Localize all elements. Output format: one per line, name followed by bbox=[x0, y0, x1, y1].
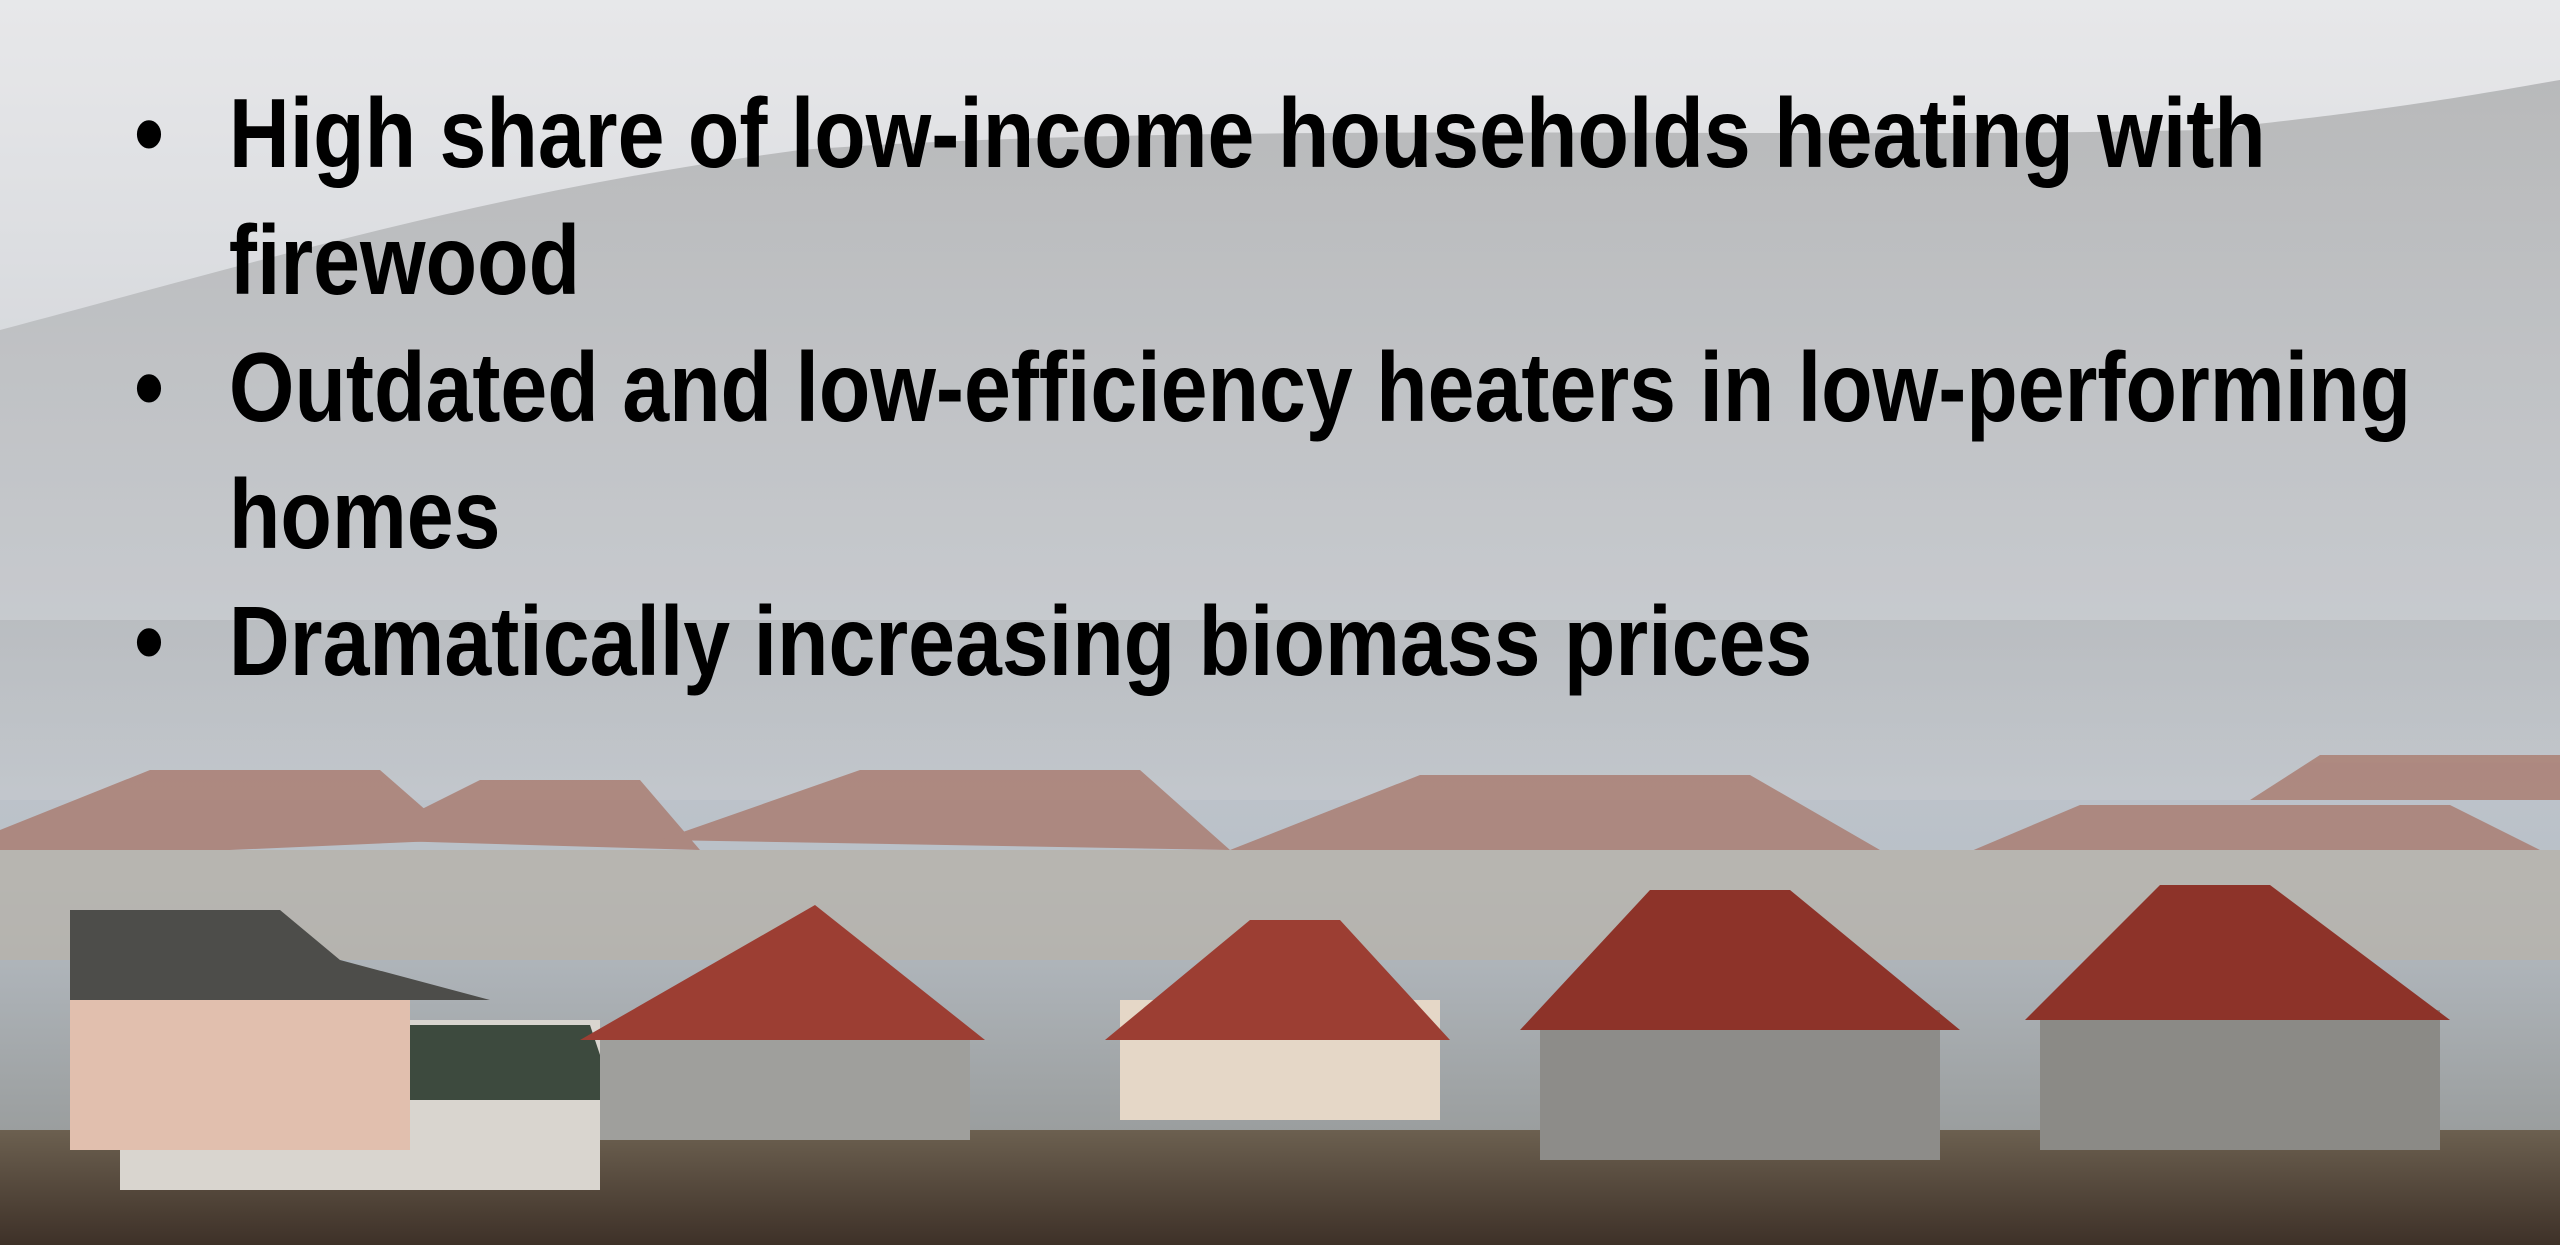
near-houses bbox=[70, 885, 2450, 1190]
bullet-item: High share of low-income households heat… bbox=[134, 70, 2465, 324]
bullet-item: Dramatically increasing biomass prices bbox=[134, 578, 2465, 705]
bullet-item: Outdated and low-efficiency heaters in l… bbox=[134, 324, 2465, 578]
bullet-list: High share of low-income households heat… bbox=[130, 70, 2465, 705]
